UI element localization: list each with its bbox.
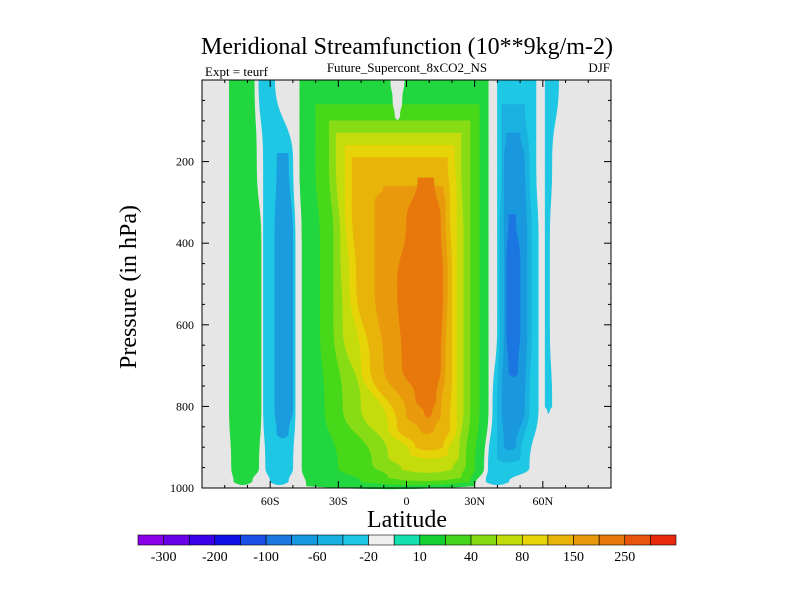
y-tick-label: 200 (176, 155, 194, 169)
band-nh-negative-core (506, 214, 521, 378)
y-tick-label: 1000 (170, 481, 194, 495)
season-label: DJF (588, 60, 610, 75)
y-axis-label: Pressure (in hPa) (116, 205, 142, 369)
colorbar-label: 250 (614, 550, 635, 565)
x-tick-label: 60N (532, 494, 553, 508)
colorbar-swatch (521, 534, 549, 546)
colorbar-label: 40 (464, 550, 478, 565)
x-axis-label: Latitude (367, 507, 447, 533)
colorbar-label: -200 (202, 550, 228, 565)
colorbar-swatch (368, 534, 395, 546)
colorbar-swatch (419, 534, 446, 546)
colorbar-label: 10 (413, 550, 427, 565)
x-tick-label: 0 (404, 494, 410, 508)
experiment-label: Expt = teurf (205, 64, 269, 79)
colorbar-swatch (240, 534, 267, 546)
y-tick-label: 800 (176, 399, 194, 413)
band-sh-inner-negative (274, 153, 294, 439)
colorbar-label: -300 (151, 550, 177, 565)
colorbar-swatch (470, 534, 497, 546)
colorbar-swatch (650, 534, 677, 546)
colorbar-swatch (214, 534, 241, 546)
colorbar-swatch (317, 534, 344, 546)
x-tick-label: 60S (261, 494, 280, 508)
y-tick-label: 400 (176, 236, 194, 250)
colorbar-swatch (496, 534, 523, 546)
colorbar-swatch (547, 534, 574, 546)
contour-bands (229, 79, 559, 490)
colorbar-swatch (573, 534, 600, 546)
colorbar-label: -100 (253, 550, 279, 565)
colorbar-label: -60 (308, 550, 327, 565)
colorbar-label: 80 (515, 550, 529, 565)
colorbar-swatch (291, 534, 318, 546)
colorbar: -300 -200 -100 -60 -20 10 40 80 150 250 (137, 534, 677, 565)
x-tick-label: 30N (464, 494, 485, 508)
band-hadley-core (397, 177, 444, 418)
axis-ticks: 60S 30S 0 30N 60N 200 400 600 800 1000 (170, 80, 611, 508)
band-top-notch-gap (390, 79, 405, 120)
plot-area: 60S 30S 0 30N 60N 200 400 600 800 1000 (170, 79, 612, 508)
colorbar-swatch (445, 534, 472, 546)
colorbar-swatch (188, 534, 216, 546)
colorbar-swatch (393, 534, 421, 546)
band-nh-polar-negative (544, 79, 559, 414)
band-sh-polar-cell-positive (229, 79, 262, 486)
colorbar-swatch (342, 534, 369, 546)
x-tick-label: 30S (329, 494, 348, 508)
colorbar-label: 150 (563, 550, 584, 565)
colorbar-swatch (137, 534, 164, 546)
chart-title: Meridional Streamfunction (10**9kg/m-2) (201, 34, 613, 60)
chart-subtitle: Future_Supercont_8xCO2_NS (327, 60, 487, 75)
colorbar-swatch (598, 534, 626, 546)
y-tick-label: 600 (176, 318, 194, 332)
colorbar-swatch (624, 534, 651, 546)
colorbar-label: -20 (359, 550, 378, 565)
colorbar-swatch (163, 534, 190, 546)
colorbar-swatch (265, 534, 293, 546)
